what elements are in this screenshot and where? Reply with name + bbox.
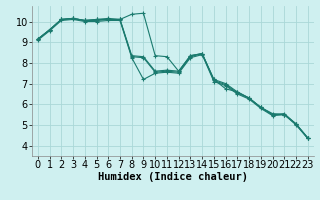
X-axis label: Humidex (Indice chaleur): Humidex (Indice chaleur) <box>98 172 248 182</box>
